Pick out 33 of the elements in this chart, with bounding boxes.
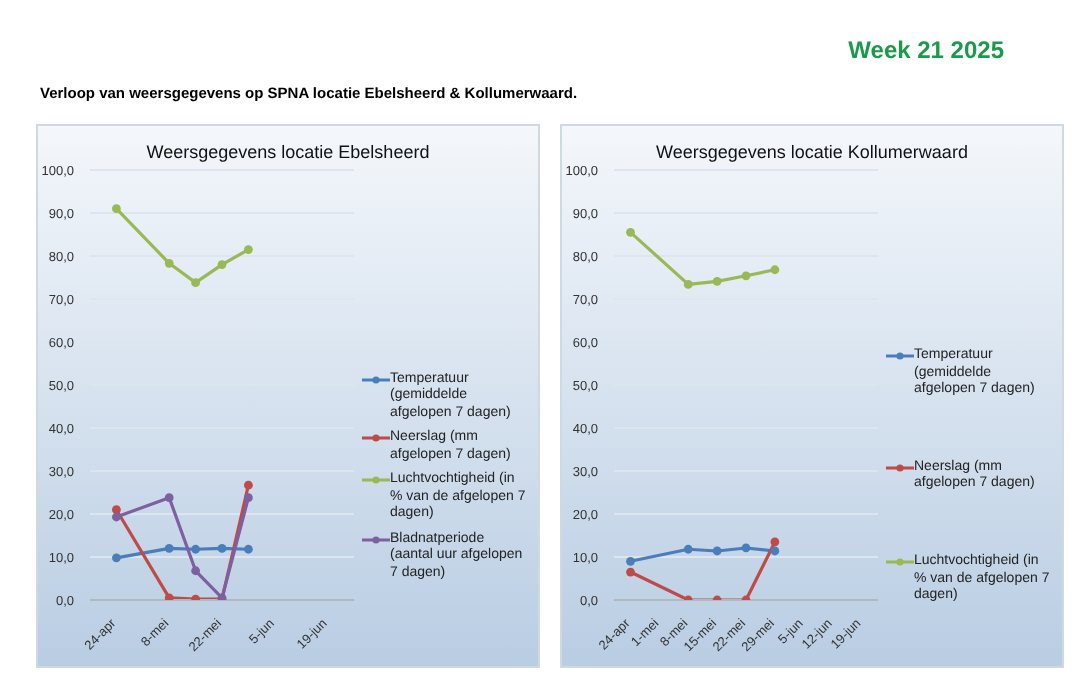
point: [244, 480, 253, 490]
point: [770, 546, 780, 556]
point: [626, 567, 635, 577]
chart-title: Weersgegevens locatie Kollumerwaard: [654, 142, 970, 162]
point: [244, 245, 253, 254]
point: [191, 594, 200, 600]
point: [112, 204, 121, 214]
point: [683, 279, 693, 289]
point: [217, 260, 227, 269]
point: [164, 258, 174, 268]
point: [741, 543, 751, 553]
point: [112, 512, 121, 522]
point: [626, 227, 635, 237]
point: [217, 544, 227, 553]
point: [191, 566, 200, 576]
chart-title: Weersgegevens locatie Ebelsheerd: [144, 142, 432, 162]
point: [164, 493, 174, 503]
point: [112, 505, 121, 515]
point: [244, 544, 253, 554]
point: [741, 271, 751, 281]
point: [770, 265, 780, 275]
point: [683, 544, 693, 554]
point: [112, 553, 121, 563]
point: [164, 544, 174, 553]
point: [626, 556, 635, 566]
point: [712, 546, 722, 556]
point: [244, 493, 253, 503]
point: [191, 278, 200, 288]
point: [770, 537, 780, 547]
point: [164, 593, 174, 600]
point: [712, 276, 722, 286]
text: Week 21 2025: [848, 36, 1004, 64]
point: [191, 544, 200, 554]
